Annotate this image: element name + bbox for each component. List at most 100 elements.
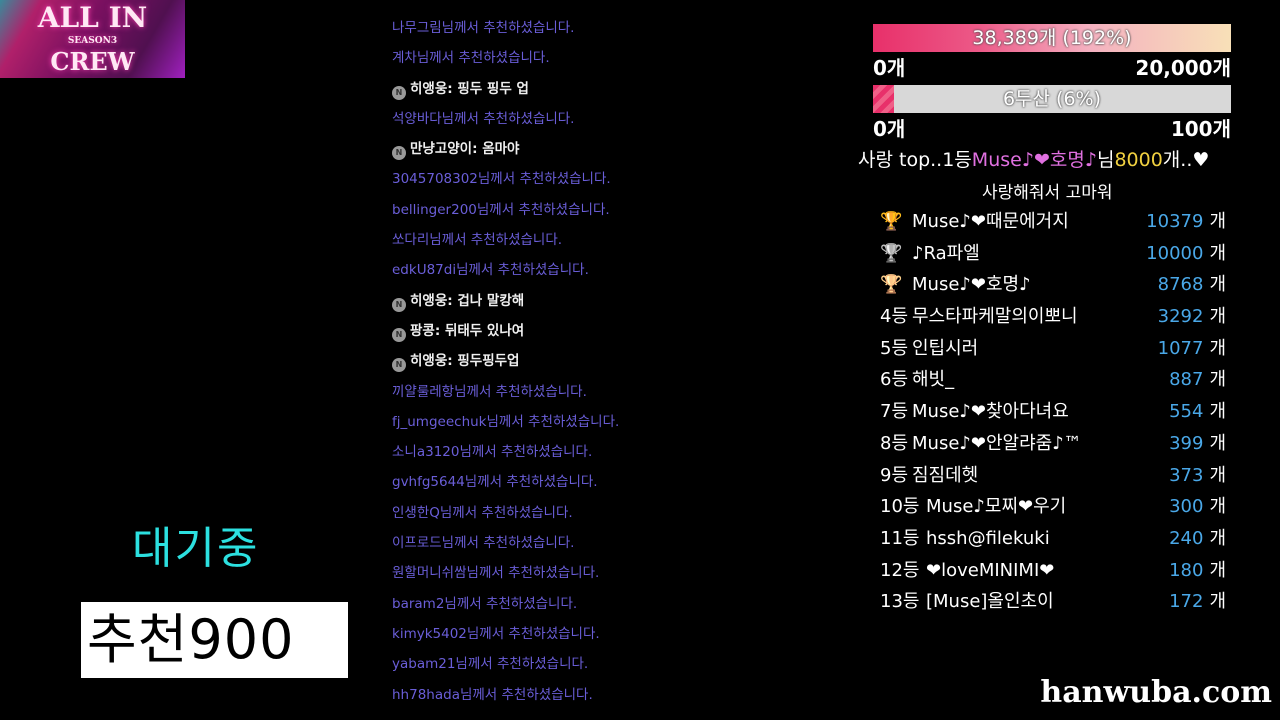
rank-name: Muse♪❤찾아다녀요 [912, 401, 1069, 423]
ranking-row: 🏆 ♪Ra파엘 10000 개 [880, 238, 1230, 270]
rank-unit: 개 [1209, 401, 1226, 423]
chat-text: kimyk5402님께서 추천하셨습니다. [392, 625, 600, 642]
chat-text: bellinger200님께서 추천하셨습니다. [392, 201, 610, 218]
chat-system-message: 쏘다리님께서 추천하셨습니다. [392, 225, 692, 255]
user-badge-icon: N [392, 297, 406, 312]
chat-text: 끼얄룰레항님께서 추천하셨습니다. [392, 383, 587, 400]
rank-position: 9등 [880, 464, 909, 486]
chat-text: hh78hada님께서 추천하셨습니다. [392, 686, 593, 703]
rank-count: 554 [1169, 401, 1204, 423]
chat-system-message: 이프로드님께서 추천하셨습니다. [392, 528, 692, 558]
rank-unit: 개 [1209, 369, 1226, 391]
user-badge-icon: N [392, 146, 406, 161]
ranking-row: 6등 해빗_ 887 개 [880, 364, 1230, 396]
rank-unit: 개 [1209, 337, 1226, 359]
chat-text: yabam21님께서 추천하셨습니다. [392, 656, 589, 673]
rank-position: 8등 [880, 432, 909, 454]
ranking-row: 11등 hssh@filekuki 240 개 [880, 523, 1230, 555]
ranking-row: 5등 인팁시러 1077 개 [880, 333, 1230, 365]
chat-text: 이프로드님께서 추천하셨습니다. [392, 535, 575, 552]
rank-name: Muse♪❤때문에거지 [912, 211, 1069, 232]
rank-count: 1077 [1157, 337, 1204, 359]
chat-text: 인생한Q님께서 추천하셨습니다. [392, 504, 573, 521]
watermark: hanwuba.com [1040, 675, 1272, 710]
rank-position: 10등 [880, 496, 920, 518]
rank-unit: 개 [1209, 242, 1226, 264]
chat-text: 3045708302님께서 추천하셨습니다. [392, 171, 611, 188]
ranking-row: 12등 ❤loveMINIMI❤ 180 개 [880, 555, 1230, 587]
rank-count: 3292 [1157, 306, 1204, 328]
chat-system-message: hh78hada님께서 추천하셨습니다. [392, 680, 692, 710]
love-amount: 8000 [1114, 149, 1163, 171]
rank-unit: 개 [1209, 274, 1226, 296]
chat-system-message: baram2님께서 추천하셨습니다. [392, 589, 692, 619]
sub-goal-progress-bar: 6두산 (6%) [873, 85, 1231, 113]
love-prefix: 사랑 top..1등 [858, 149, 972, 171]
sub-goal-min: 0개 [873, 117, 906, 141]
chat-text: 소니a3120님께서 추천하셨습니다. [392, 444, 593, 461]
chat-system-message: 끼얄룰레항님께서 추천하셨습니다. [392, 377, 692, 407]
ranking-row: 9등 짐짐데헷 373 개 [880, 460, 1230, 492]
rank-unit: 개 [1209, 496, 1226, 518]
rank-name: Muse♪❤안알랴줌♪™ [912, 432, 1082, 454]
rank-name: ❤loveMINIMI❤ [926, 559, 1055, 581]
rank-name: Muse♪❤호명♪ [912, 274, 1031, 296]
rank-count: 8768 [1157, 274, 1204, 296]
rank-name: hssh@filekuki [926, 527, 1050, 549]
logo-line1: ALL IN [37, 1, 148, 34]
chat-text: 원할머니쉬쌈님께서 추천하셨습니다. [392, 565, 600, 582]
rank-position: 12등 [880, 559, 920, 581]
chat-text: 석양바다님께서 추천하셨습니다. [392, 110, 575, 127]
chat-system-message: fj_umgeechuk님께서 추천하셨습니다. [392, 407, 692, 437]
chat-text: edkU87di님께서 추천하셨습니다. [392, 262, 589, 279]
rank-count: 240 [1169, 527, 1204, 549]
chat-text: 계차님께서 추천하셨습니다. [392, 50, 550, 67]
rank-position: 4등 [880, 306, 909, 328]
ranking-title: 사랑해줘서 고마워 [982, 183, 1113, 203]
rank-count: 373 [1169, 464, 1204, 486]
goal-min: 0개 [873, 56, 906, 80]
rank-name: ♪Ra파엘 [912, 242, 980, 264]
chat-system-message: bellinger200님께서 추천하셨습니다. [392, 195, 692, 225]
chat-system-message: kimyk5402님께서 추천하셨습니다. [392, 619, 692, 649]
rank-name: Muse♪모찌❤우기 [926, 496, 1067, 518]
ranking-row: 8등 Muse♪❤안알랴줌♪™ 399 개 [880, 428, 1230, 460]
chat-text: 히앵웅: 핑두 핑두 업 [410, 80, 529, 97]
chat-log: 나무그림님께서 추천하셨습니다. 계차님께서 추천하셨습니다. N 히앵웅: 핑두 핑… [392, 13, 692, 710]
chat-system-message: yabam21님께서 추천하셨습니다. [392, 649, 692, 679]
sub-goal-scale: 0개 100개 [873, 117, 1231, 141]
chat-message: N 만냥고양이: 옴마야 [392, 134, 692, 164]
ranking-row: 13등 [Muse]올인초이 172 개 [880, 586, 1230, 618]
rank-count: 887 [1169, 369, 1204, 391]
rank-name: 무스타파케말의이뽀니 [912, 306, 1078, 328]
ranking-row: 🏆 Muse♪❤호명♪ 8768 개 [880, 269, 1230, 301]
chat-text: 히앵웅: 핑두핑두업 [410, 353, 520, 370]
chat-system-message: gvhfg5644님께서 추천하셨습니다. [392, 467, 692, 497]
sub-goal-label: 6두산 (6%) [1002, 88, 1102, 110]
rank-unit: 개 [1209, 306, 1226, 328]
ranking-row: 7등 Muse♪❤찾아다녀요 554 개 [880, 396, 1230, 428]
user-badge-icon: N [392, 358, 406, 373]
chat-system-message: 원할머니쉬쌈님께서 추천하셨습니다. [392, 558, 692, 588]
logo-line3: CREW [50, 47, 135, 76]
rank-position: 6등 [880, 369, 909, 391]
standby-status: 대기중 [132, 523, 260, 574]
rank-position: 13등 [880, 591, 920, 613]
user-badge-icon: N [392, 85, 406, 100]
goal-progress-label: 38,389개 (192%) [972, 27, 1132, 49]
goal-progress-bar: 38,389개 (192%) [873, 24, 1231, 52]
logo-line2: SEASON3 [67, 36, 118, 46]
rank-count: 172 [1169, 591, 1204, 613]
rank-position: 7등 [880, 401, 909, 423]
rank-unit: 개 [1209, 591, 1226, 613]
rank-count: 300 [1169, 496, 1204, 518]
chat-system-message: 나무그림님께서 추천하셨습니다. [392, 13, 692, 43]
rank-name: 짐짐데헷 [912, 464, 979, 486]
user-badge-icon: N [392, 327, 406, 342]
sub-goal-fill [873, 85, 895, 113]
chat-text: 나무그림님께서 추천하셨습니다. [392, 20, 575, 36]
trophy-bronze-icon: 🏆 [880, 274, 903, 296]
chat-system-message: edkU87di님께서 추천하셨습니다. [392, 255, 692, 285]
rank-count: 10000 [1146, 242, 1204, 264]
rank-name: [Muse]올인초이 [926, 591, 1054, 613]
